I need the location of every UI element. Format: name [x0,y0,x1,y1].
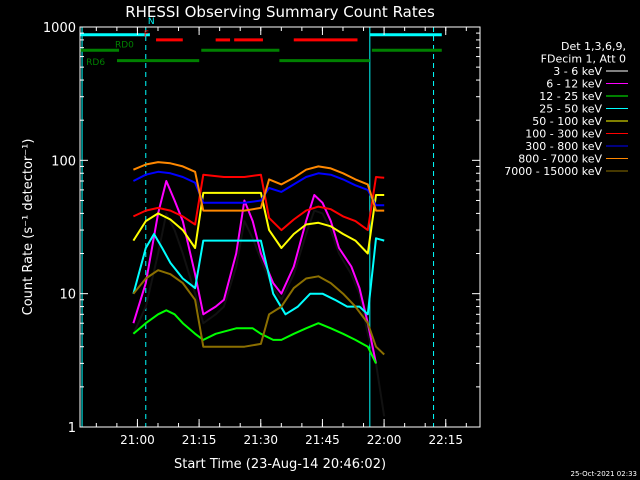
flag-label: RD0 [115,41,134,51]
legend-header: FDecim 1, Att 0 [541,53,626,66]
x-axis: 21:00 21:15 21:30 21:45 22:00 22:15 [95,27,467,447]
y-axis-label: Count Rate (s⁻¹ detector⁻¹) [21,139,36,316]
y-tick-label: 10 [59,288,76,303]
series-line [132,269,385,356]
footer-timestamp: 25-Oct-2021 02:33 [571,470,637,478]
legend-entry-label: 12 - 25 keV [539,90,602,103]
legend-entry-label: 300 - 800 keV [525,140,602,153]
legend-entry-label: 3 - 6 keV [553,65,602,78]
series-line [132,309,377,364]
chart-title: RHESSI Observing Summary Count Rates [125,3,435,21]
y-tick-label: 1 [68,421,76,436]
flag-label: RD6 [86,58,105,68]
series-line [132,209,386,417]
legend-entry-label: 6 - 12 keV [546,78,602,91]
y-tick-label: 100 [51,154,76,169]
x-tick-label: 21:15 [182,433,217,447]
x-tick-label: 22:00 [367,433,402,447]
y-axis: 1 10 100 1000 [43,21,480,436]
x-axis-label: Start Time (23-Aug-14 20:46:02) [174,457,386,472]
x-tick-label: 21:00 [120,433,155,447]
y-tick-label: 1000 [43,21,76,36]
legend-entry-label: 25 - 50 keV [539,103,602,116]
series-line [132,180,377,364]
x-tick-label: 21:30 [243,433,278,447]
legend-entry-label: 50 - 100 keV [532,115,602,128]
plot-area: NF RD0 RD6 [80,17,442,427]
series-line [132,170,385,207]
series-line [132,233,385,316]
flag-label: N [148,17,155,27]
x-tick-label: 21:45 [305,433,340,447]
x-tick-label: 22:15 [428,433,463,447]
series-line [133,161,385,212]
series-line [132,191,385,255]
legend-header: Det 1,3,6,9, [561,40,626,53]
series-line [132,173,385,232]
legend-entry-label: 800 - 7000 keV [518,153,602,166]
legend-entry-label: 100 - 300 keV [525,128,602,141]
flag-label: F [144,30,149,40]
legend-entry-label: 7000 - 15000 keV [504,165,602,178]
plot-frame [79,26,481,428]
